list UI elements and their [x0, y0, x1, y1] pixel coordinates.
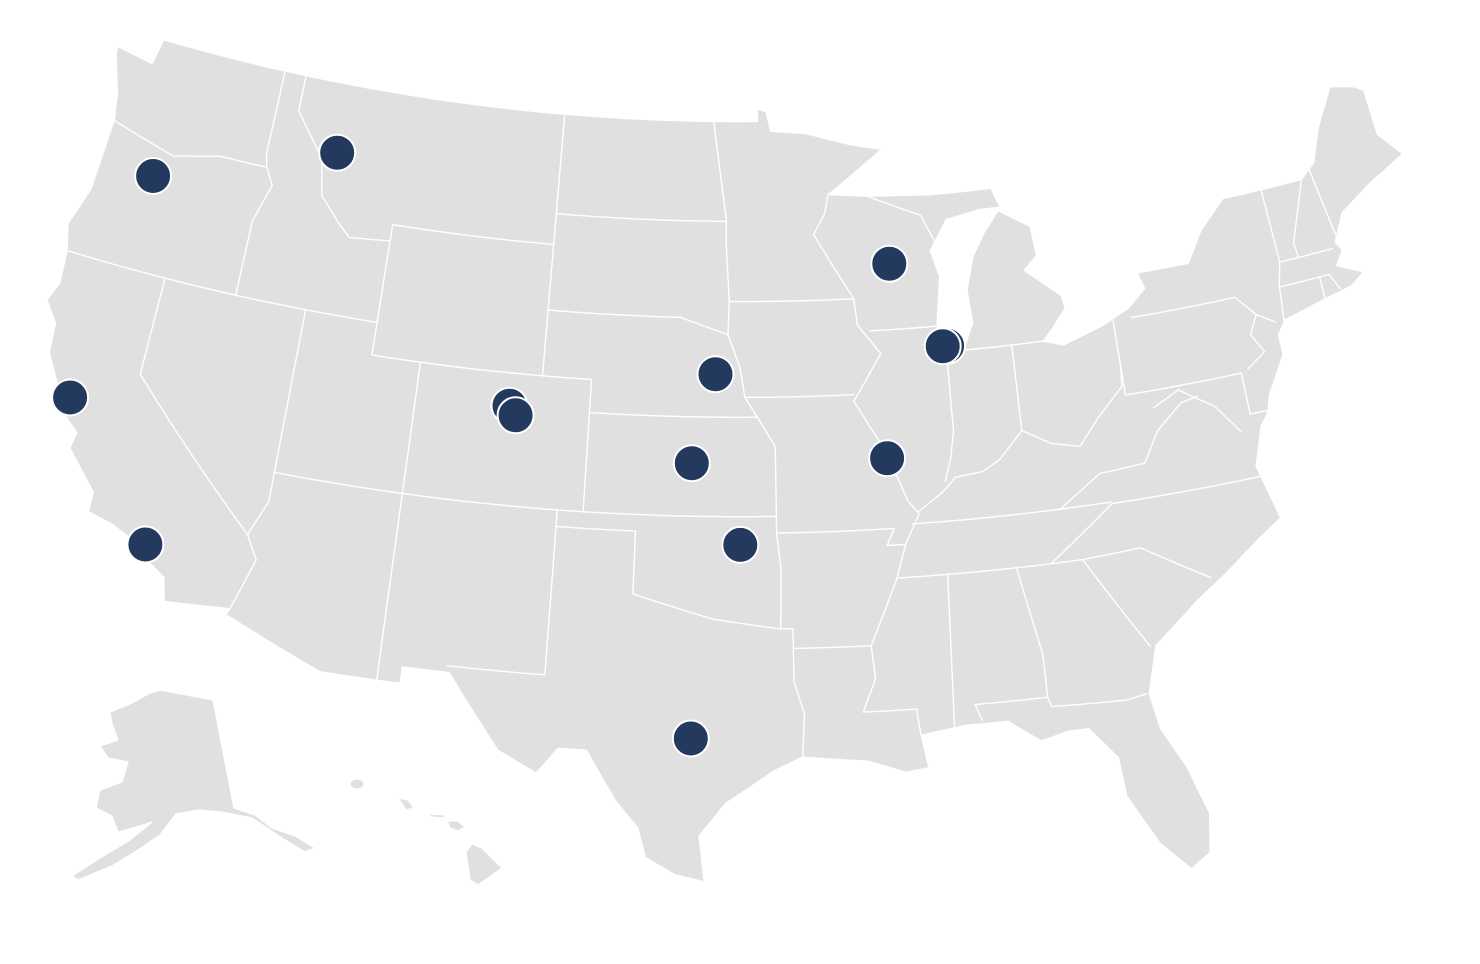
state-border — [946, 573, 956, 727]
state-border — [775, 532, 806, 758]
state-border — [547, 309, 729, 336]
hawaii-molokai — [429, 813, 446, 819]
state-border — [918, 365, 1123, 512]
map-marker[interactable] — [672, 444, 711, 483]
hawaii-oahu — [397, 797, 415, 811]
state-border — [1307, 166, 1337, 236]
state-border — [555, 509, 782, 630]
state-border — [139, 277, 249, 536]
state-border — [974, 703, 983, 722]
map-marker[interactable] — [870, 244, 909, 283]
state-border — [974, 696, 1049, 706]
map-marker[interactable] — [496, 396, 535, 435]
state-border — [541, 113, 566, 377]
state-border — [728, 298, 855, 303]
state-border — [1279, 273, 1341, 290]
markers-layer — [51, 133, 967, 758]
state-border — [1112, 320, 1242, 396]
state-border — [727, 333, 778, 534]
hawaii — [349, 778, 503, 886]
state-border — [792, 645, 872, 650]
state-border — [1152, 389, 1242, 433]
map-marker[interactable] — [721, 525, 760, 564]
state-border — [582, 411, 591, 513]
state-border — [911, 501, 1113, 525]
state-border — [812, 194, 855, 300]
state-border — [392, 224, 555, 246]
state-border — [1130, 296, 1266, 370]
state-border — [235, 70, 286, 296]
state-border — [555, 212, 727, 223]
map-marker[interactable] — [51, 378, 90, 417]
contiguous-us — [46, 39, 1404, 883]
state-border — [1292, 178, 1303, 259]
state-border — [1011, 344, 1023, 432]
state-border — [371, 224, 422, 363]
state-borders — [66, 70, 1341, 758]
alaska — [71, 689, 316, 881]
map-marker[interactable] — [671, 719, 710, 758]
state-border — [713, 120, 730, 336]
state-border — [419, 361, 759, 418]
state-border — [113, 119, 268, 168]
state-border — [66, 249, 378, 324]
state-border — [853, 298, 922, 736]
map-marker[interactable] — [923, 327, 962, 366]
state-border — [744, 394, 855, 399]
state-border — [1050, 547, 1212, 579]
hawaii-big-island — [465, 843, 503, 886]
state-border — [865, 195, 935, 242]
state-border — [1255, 313, 1277, 323]
state-border — [944, 351, 955, 483]
hawaii-kauai — [349, 778, 365, 790]
state-border — [1279, 248, 1333, 263]
state-border — [273, 471, 777, 518]
state-border — [1318, 276, 1327, 301]
map-marker[interactable] — [868, 439, 907, 478]
map-marker[interactable] — [126, 525, 165, 564]
state-border — [375, 361, 422, 681]
state-border — [1050, 475, 1262, 565]
state-border — [1059, 395, 1199, 510]
state-border — [896, 563, 1052, 579]
map-marker[interactable] — [134, 157, 173, 195]
map-marker[interactable] — [696, 355, 735, 394]
state-border — [869, 325, 938, 332]
state-border — [1082, 558, 1152, 648]
state-border — [446, 525, 557, 676]
lower48-shape — [46, 39, 1404, 883]
hawaii-maui — [446, 820, 466, 832]
state-border — [1240, 372, 1270, 415]
alaska-shape — [71, 689, 316, 881]
map-marker[interactable] — [318, 133, 357, 172]
state-border — [229, 309, 307, 610]
state-border — [775, 527, 907, 547]
state-border — [298, 75, 391, 242]
